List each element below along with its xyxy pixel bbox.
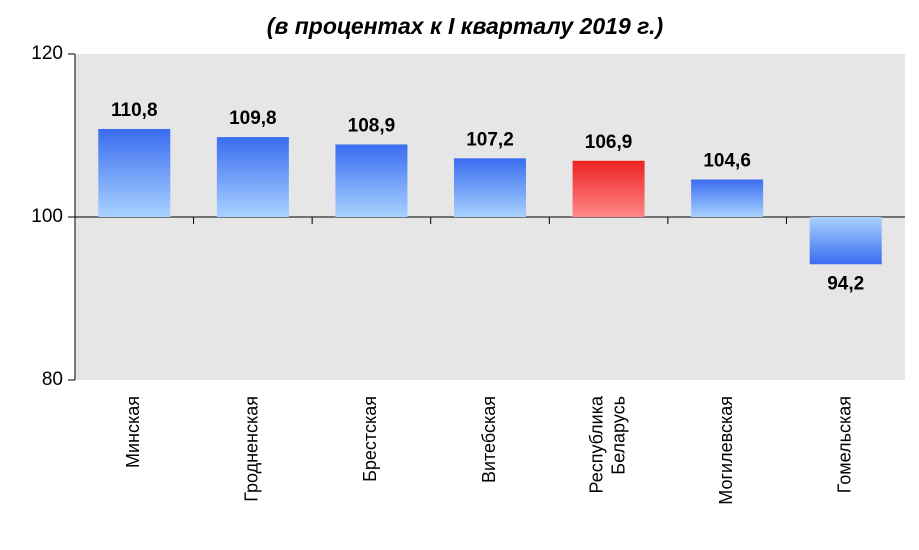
bar: [216, 137, 289, 217]
bar: [572, 160, 645, 217]
bar: [335, 144, 408, 217]
x-tick-label: Брестская: [360, 396, 380, 482]
y-tick-label: 120: [31, 43, 63, 64]
bar: [98, 128, 171, 217]
x-tick-label: Витебская: [479, 396, 499, 483]
data-label: 104,6: [703, 151, 751, 172]
x-tick-label: Гродненская: [242, 396, 262, 502]
data-label: 106,9: [585, 132, 633, 153]
data-label: 109,8: [229, 108, 277, 129]
x-tick-label: Могилевская: [716, 396, 736, 505]
bar: [454, 158, 526, 217]
x-tick-label: Минская: [123, 396, 143, 468]
y-tick-label: 100: [31, 206, 63, 227]
data-label: 108,9: [348, 115, 396, 136]
data-label: 94,2: [827, 273, 864, 294]
x-tick-label: Республика Беларусь: [586, 395, 628, 494]
data-label: 110,8: [111, 100, 158, 121]
y-tick-label: 80: [42, 369, 63, 390]
x-tick-label: Гомельская: [834, 396, 854, 493]
chart-title: (в процентах к I кварталу 2019 г.): [267, 13, 663, 39]
bar: [691, 179, 764, 217]
data-label: 107,2: [466, 129, 514, 150]
bar: [809, 217, 882, 265]
